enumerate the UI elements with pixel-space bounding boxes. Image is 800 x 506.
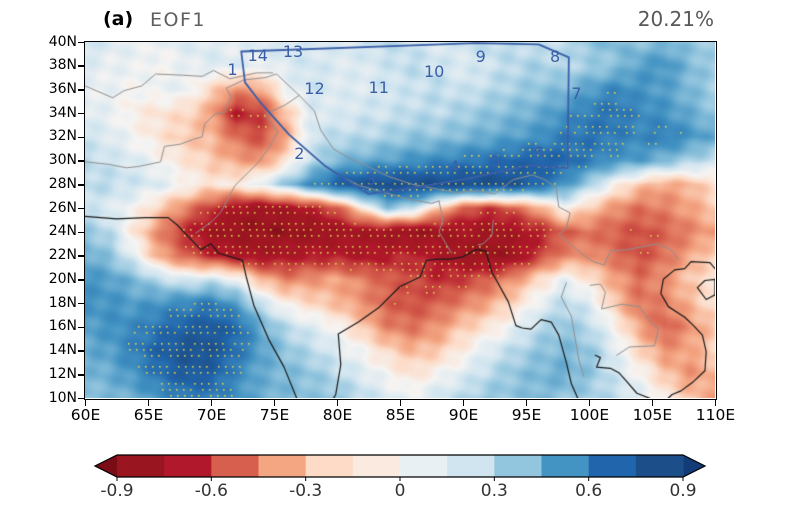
x-tick-label: 105E [632, 406, 673, 424]
y-tick-mark [78, 136, 84, 139]
x-tick-label: 85E [385, 406, 416, 424]
colorbar-bin [400, 455, 448, 477]
station-label-2: 2 [294, 144, 305, 164]
station-label-14: 14 [247, 45, 268, 65]
y-tick-mark [78, 255, 84, 257]
y-tick-label: 36N [48, 80, 77, 97]
map-plot-area: 1 2 3 4 5 6 7 8 9 10 11 12 13 14 [84, 41, 717, 400]
colorbar-arrow-low [95, 455, 117, 477]
colorbar-bin [258, 455, 307, 477]
colorbar-tick-label: -0.3 [289, 481, 322, 501]
x-tick-mark [147, 399, 150, 406]
y-tick-label: 40N [48, 33, 77, 50]
colorbar-bin [117, 455, 165, 477]
colorbar-bin [305, 455, 354, 477]
x-tick-mark [588, 399, 591, 406]
y-tick-mark [78, 231, 84, 234]
colorbar-tick-label: -0.9 [100, 481, 133, 501]
y-tick-mark [78, 41, 84, 44]
y-tick-mark [78, 326, 84, 329]
x-tick-mark [462, 399, 465, 406]
heatmap-canvas [85, 42, 715, 398]
colorbar-tick-label: 0.6 [575, 481, 602, 501]
y-tick-label: 14N [48, 342, 77, 359]
y-tick-label: 32N [48, 128, 77, 145]
y-tick-label: 24N [48, 223, 77, 240]
y-tick-label: 20N [48, 270, 77, 287]
x-tick-mark [651, 399, 654, 406]
variance-label: 20.21% [637, 7, 714, 31]
y-tick-label: 28N [48, 175, 77, 192]
x-tick-label: 110E [695, 406, 736, 424]
x-tick-label: 65E [133, 406, 164, 424]
x-tick-mark [210, 399, 213, 406]
colorbar-bin [541, 455, 590, 477]
station-label-11: 11 [368, 77, 389, 97]
x-tick-mark [84, 399, 87, 406]
x-tick-mark [399, 399, 402, 406]
colorbar-bin [352, 455, 401, 477]
y-tick-mark [78, 207, 84, 210]
y-tick-mark [78, 184, 84, 186]
y-tick-label: 18N [48, 294, 77, 311]
station-label-1: 1 [227, 59, 238, 79]
station-label-7: 7 [571, 83, 582, 103]
y-tick-label: 10N [48, 389, 77, 406]
x-tick-label: 70E [196, 406, 227, 424]
colorbar-bin [447, 455, 495, 477]
station-label-9: 9 [475, 46, 486, 66]
station-label-5: 5 [490, 152, 501, 172]
colorbar-bin [588, 455, 637, 477]
colorbar-bin [494, 455, 543, 477]
colorbar-bin [164, 455, 212, 477]
y-tick-label: 12N [48, 365, 77, 382]
y-tick-label: 38N [48, 57, 77, 74]
x-tick-label: 100E [569, 406, 610, 424]
colorbar-tick-label: -0.6 [195, 481, 228, 501]
colorbar: -0.9 -0.6 -0.3 0 0.3 0.6 0.9 [93, 454, 707, 501]
y-tick-mark [78, 279, 84, 281]
x-tick-mark [273, 399, 276, 406]
x-tick-label: 60E [70, 406, 101, 424]
station-label-12: 12 [304, 78, 325, 98]
figure-title: EOF1 [150, 9, 206, 31]
station-label-4: 4 [449, 157, 460, 177]
y-tick-mark [78, 374, 84, 376]
y-tick-label: 34N [48, 104, 77, 121]
y-tick-mark [78, 350, 84, 352]
y-tick-label: 22N [48, 247, 77, 264]
y-tick-mark [78, 112, 84, 115]
station-label-8: 8 [549, 46, 561, 66]
panel-label: (a) [103, 8, 134, 30]
station-label-10: 10 [423, 62, 445, 82]
x-tick-label: 90E [448, 406, 479, 424]
y-tick-label: 16N [48, 318, 77, 335]
y-tick-mark [78, 65, 84, 67]
x-tick-mark [525, 399, 528, 406]
x-tick-mark [714, 399, 717, 406]
x-tick-label: 80E [322, 406, 353, 424]
colorbar-tick-label: 0 [395, 481, 406, 501]
y-tick-mark [78, 89, 84, 91]
colorbar-bin [635, 455, 684, 477]
y-tick-mark [78, 302, 84, 305]
y-tick-mark [78, 160, 84, 162]
x-tick-label: 75E [259, 406, 290, 424]
colorbar-arrow-high [683, 455, 705, 477]
colorbar-bin [211, 455, 260, 477]
colorbar-tick-label: 0.3 [481, 481, 508, 501]
y-tick-label: 26N [48, 199, 77, 216]
station-label-13: 13 [282, 42, 304, 62]
x-tick-mark [336, 399, 339, 406]
colorbar-tick-label: 0.9 [669, 481, 696, 501]
y-tick-mark [78, 397, 84, 400]
station-label-3: 3 [366, 170, 377, 190]
station-label-6: 6 [533, 142, 544, 162]
x-tick-label: 95E [511, 406, 542, 424]
y-tick-label: 30N [48, 152, 77, 169]
